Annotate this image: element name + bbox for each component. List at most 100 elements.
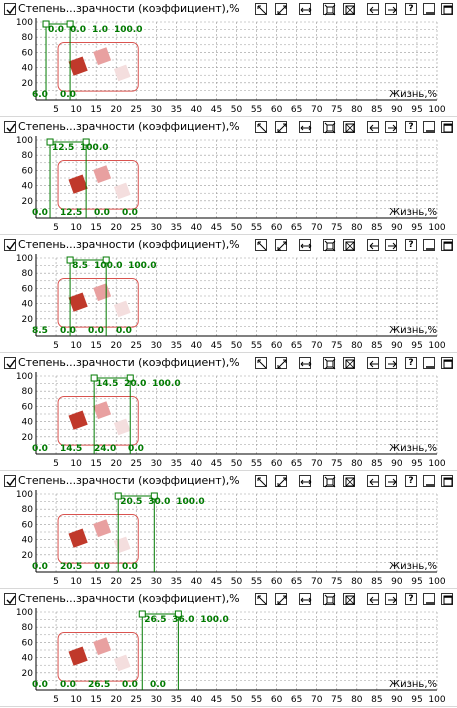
zoom-box-icon[interactable] — [343, 593, 355, 605]
x-tick-label: 50 — [231, 105, 243, 115]
help-icon[interactable]: ? — [405, 239, 417, 251]
help-icon[interactable]: ? — [405, 357, 417, 369]
zoom-horizontal-icon[interactable] — [299, 475, 312, 487]
arrow-right-icon[interactable] — [385, 3, 397, 15]
zoom-box-icon[interactable] — [343, 357, 355, 369]
zoom-diagonal-icon[interactable] — [275, 3, 287, 15]
help-icon[interactable]: ? — [405, 121, 417, 133]
x-tick-label: 20 — [110, 223, 122, 233]
minimize-icon[interactable] — [423, 121, 435, 133]
x-tick-label: 80 — [351, 577, 363, 587]
y-tick-label: 60 — [22, 284, 34, 294]
maximize-icon[interactable] — [441, 357, 453, 369]
pan-icon[interactable] — [255, 121, 267, 133]
maximize-icon[interactable] — [441, 593, 453, 605]
annotation-bottom: 0.0 — [94, 562, 110, 572]
zoom-diagonal-icon[interactable] — [275, 475, 287, 487]
x-tick-label: 85 — [371, 695, 382, 705]
marker-handle-b — [82, 138, 90, 146]
help-icon[interactable]: ? — [405, 593, 417, 605]
arrow-left-icon[interactable] — [367, 593, 379, 605]
x-tick-label: 75 — [331, 223, 342, 233]
x-axis-label: Жизнь,% — [389, 561, 437, 572]
x-tick-label: 5 — [53, 459, 59, 469]
checkbox-icon[interactable] — [4, 3, 16, 15]
fit-icon[interactable] — [323, 3, 336, 16]
highlight-region — [57, 278, 139, 328]
arrow-right-icon[interactable] — [385, 593, 397, 605]
chart-plot: 100 80 60 40 20 5 10 15 20 25 30 35 40 45 50 55 60 65 70 75… — [16, 490, 446, 587]
zoom-diagonal-icon[interactable] — [275, 593, 287, 605]
zoom-box-icon[interactable] — [343, 239, 355, 251]
checkbox-icon[interactable] — [4, 121, 16, 133]
help-icon[interactable]: ? — [405, 3, 417, 15]
pan-icon[interactable] — [255, 593, 267, 605]
minimize-icon[interactable] — [423, 593, 435, 605]
pan-icon[interactable] — [255, 239, 267, 251]
marker-handle-a — [46, 138, 54, 146]
zoom-horizontal-icon[interactable] — [299, 357, 312, 369]
help-icon[interactable]: ? — [405, 475, 417, 487]
checkbox-icon[interactable] — [4, 475, 16, 487]
chart-toolbar: Степень...зрачности (коэффициент),%? — [0, 590, 457, 610]
checkbox-icon[interactable] — [4, 357, 16, 369]
zoom-diagonal-icon[interactable] — [275, 121, 287, 133]
fit-icon[interactable] — [323, 239, 336, 252]
zoom-box-icon[interactable] — [343, 121, 355, 133]
chart-panel: Степень...зрачности (коэффициент),%? 100 8… — [0, 0, 457, 117]
arrow-left-icon[interactable] — [367, 239, 379, 251]
marker-handle-a — [138, 610, 146, 618]
zoom-horizontal-icon[interactable] — [299, 121, 312, 133]
fit-icon[interactable] — [323, 475, 336, 488]
x-tick-label: 60 — [271, 105, 283, 115]
annotation-bottom: 6.0 — [32, 90, 48, 100]
fit-icon[interactable] — [323, 357, 336, 370]
fit-icon[interactable] — [323, 121, 336, 134]
minimize-icon[interactable] — [423, 357, 435, 369]
y-tick-label: 80 — [22, 33, 34, 43]
y-tick-label: 60 — [22, 48, 34, 58]
minimize-icon[interactable] — [423, 475, 435, 487]
square-dark — [68, 292, 88, 312]
zoom-diagonal-icon[interactable] — [275, 239, 287, 251]
arrow-left-icon[interactable] — [367, 357, 379, 369]
pan-icon[interactable] — [255, 3, 267, 15]
checkbox-icon[interactable] — [4, 593, 16, 605]
maximize-icon[interactable] — [441, 3, 453, 15]
zoom-box-icon[interactable] — [343, 3, 355, 15]
x-tick-label: 45 — [211, 577, 222, 587]
chart-toolbar: Степень...зрачности (коэффициент),%? — [0, 236, 457, 256]
x-axis-label: Жизнь,% — [389, 207, 437, 218]
pan-icon[interactable] — [255, 357, 267, 369]
chart-plot: 100 80 60 40 20 5 10 15 20 25 30 35 40 45 50 55 60 65 70 75… — [16, 608, 446, 705]
annotation-bottom: 0.0 — [94, 208, 110, 218]
x-tick-label: 40 — [191, 577, 203, 587]
zoom-box-icon[interactable] — [343, 475, 355, 487]
zoom-horizontal-icon[interactable] — [299, 239, 312, 251]
arrow-right-icon[interactable] — [385, 357, 397, 369]
pan-icon[interactable] — [255, 475, 267, 487]
zoom-diagonal-icon[interactable] — [275, 357, 287, 369]
y-tick-label: 60 — [22, 166, 34, 176]
zoom-horizontal-icon[interactable] — [299, 593, 312, 605]
chart-toolbar: Степень...зрачности (коэффициент),%? — [0, 118, 457, 138]
chart-panel: Степень...зрачности (коэффициент),%? 100 8… — [0, 118, 457, 235]
x-tick-label: 35 — [171, 577, 182, 587]
checkbox-icon[interactable] — [4, 239, 16, 251]
square-dark — [68, 528, 88, 548]
arrow-left-icon[interactable] — [367, 121, 379, 133]
arrow-right-icon[interactable] — [385, 121, 397, 133]
minimize-icon[interactable] — [423, 239, 435, 251]
minimize-icon[interactable] — [423, 3, 435, 15]
maximize-icon[interactable] — [441, 239, 453, 251]
arrow-left-icon[interactable] — [367, 3, 379, 15]
fit-icon[interactable] — [323, 593, 336, 606]
chart-title: Степень...зрачности (коэффициент),% — [18, 356, 240, 369]
maximize-icon[interactable] — [441, 121, 453, 133]
arrow-left-icon[interactable] — [367, 475, 379, 487]
arrow-right-icon[interactable] — [385, 475, 397, 487]
y-tick-label: 20 — [22, 433, 34, 443]
zoom-horizontal-icon[interactable] — [299, 3, 312, 15]
maximize-icon[interactable] — [441, 475, 453, 487]
arrow-right-icon[interactable] — [385, 239, 397, 251]
